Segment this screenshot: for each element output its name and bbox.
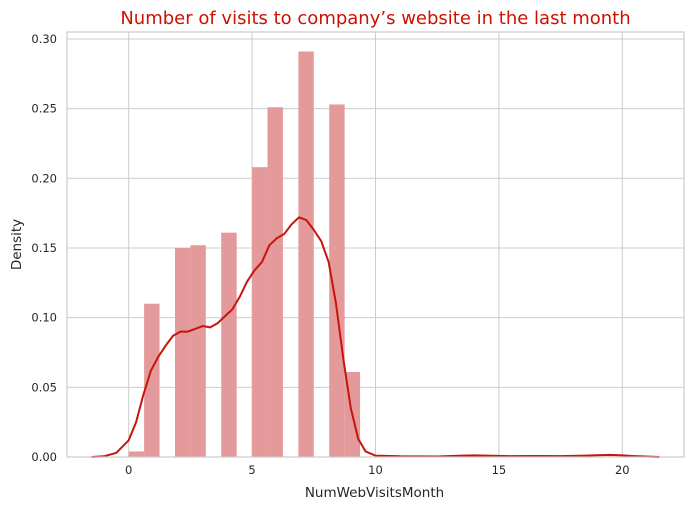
x-axis-title: NumWebVisitsMonth	[305, 485, 444, 501]
y-tick-label: 0.20	[31, 171, 57, 185]
y-tick-label: 0.30	[31, 32, 57, 46]
kde-curve-group	[91, 216, 660, 458]
x-axis-ticks: 0 5 10 15 20	[125, 463, 630, 477]
x-tick-label: 10	[368, 463, 383, 477]
histogram-bars	[128, 51, 623, 457]
y-tick-label: 0.15	[31, 241, 57, 255]
plot-frame	[66, 31, 685, 458]
histogram-bar	[298, 51, 314, 457]
y-tick-label: 0.00	[31, 450, 57, 464]
histogram-bar	[267, 107, 283, 457]
y-tick-label: 0.05	[31, 380, 57, 394]
x-tick-label: 5	[248, 463, 255, 477]
histogram-bar	[174, 247, 191, 457]
x-tick-label: 15	[492, 463, 507, 477]
chart-title: Number of visits to company’s website in…	[120, 8, 630, 29]
x-tick-label: 20	[615, 463, 630, 477]
histogram-bar	[190, 245, 206, 457]
y-axis-title: Density	[9, 219, 25, 270]
y-axis-ticks: 0.00 0.05 0.10 0.15 0.20 0.25 0.30	[31, 32, 57, 464]
histogram-bar	[329, 104, 345, 457]
y-tick-label: 0.10	[31, 311, 57, 325]
histogram-bar	[144, 303, 160, 457]
histogram-bar	[128, 451, 145, 457]
x-tick-label: 0	[125, 463, 132, 477]
y-tick-label: 0.25	[31, 102, 57, 116]
histogram-bar	[221, 232, 237, 457]
kde-curve	[91, 216, 660, 458]
histogram-bar	[252, 167, 268, 457]
